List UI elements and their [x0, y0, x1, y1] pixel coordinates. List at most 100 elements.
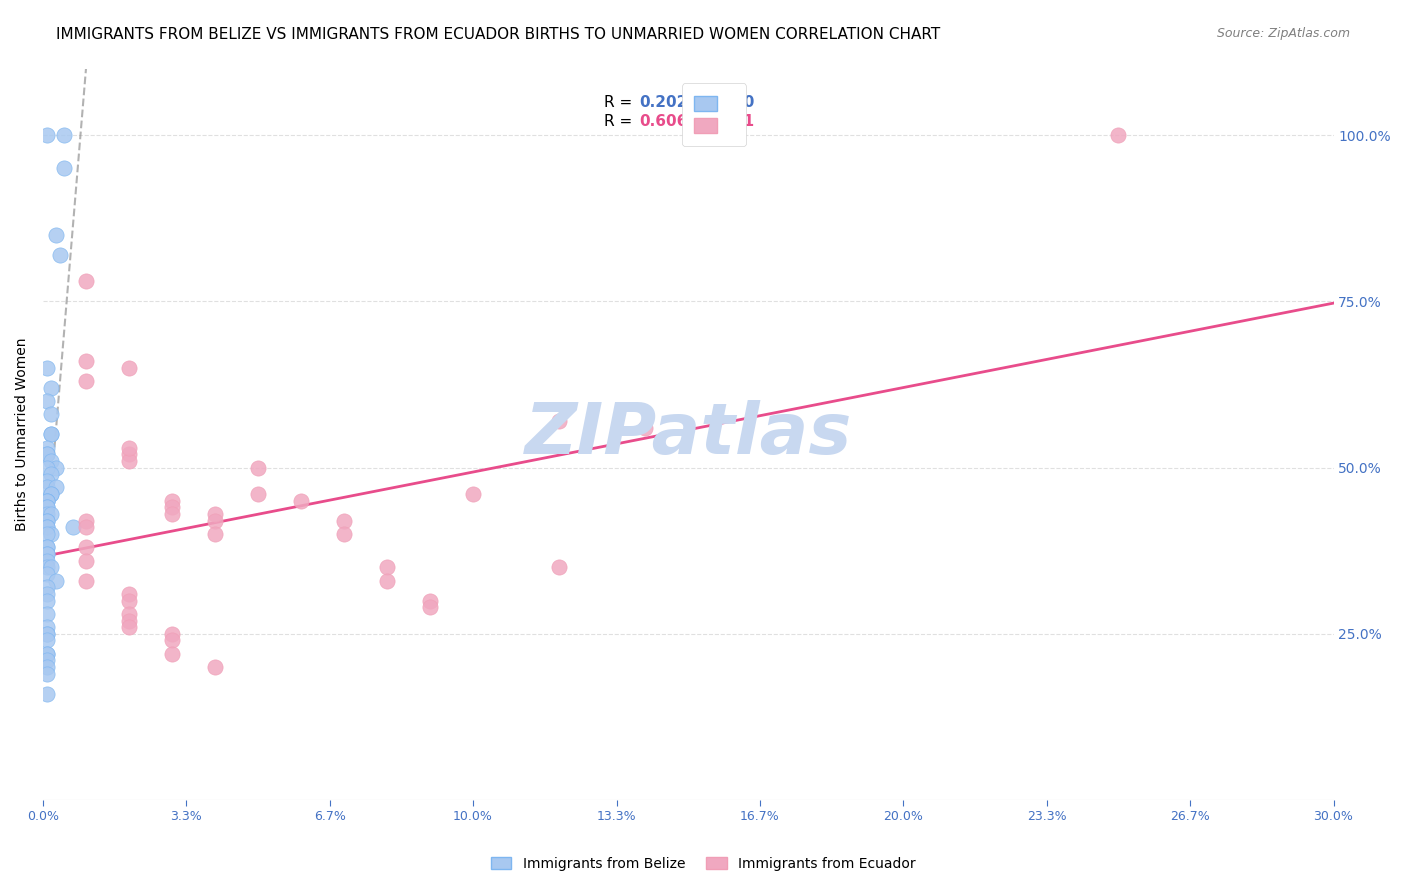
- Point: [375, 560, 398, 574]
- Point: [37, 500, 59, 515]
- Point: [41, 560, 63, 574]
- Point: [37, 514, 59, 528]
- Point: [290, 493, 312, 508]
- Point: [461, 487, 484, 501]
- Text: N =: N =: [692, 95, 735, 110]
- Point: [41, 527, 63, 541]
- Point: [41, 454, 63, 468]
- Point: [75, 520, 97, 534]
- Point: [41, 427, 63, 442]
- Point: [37, 447, 59, 461]
- Point: [37, 580, 59, 594]
- Point: [41, 427, 63, 442]
- Point: [548, 560, 571, 574]
- Text: 60: 60: [734, 95, 755, 110]
- Point: [204, 514, 226, 528]
- Text: 0.202: 0.202: [640, 95, 688, 110]
- Point: [118, 620, 141, 634]
- Point: [37, 566, 59, 581]
- Point: [118, 360, 141, 375]
- Point: [37, 647, 59, 661]
- Point: [37, 627, 59, 641]
- Point: [246, 460, 269, 475]
- Point: [333, 514, 356, 528]
- Point: [37, 660, 59, 674]
- Point: [37, 593, 59, 607]
- Point: [62, 520, 84, 534]
- Point: [37, 647, 59, 661]
- Point: [37, 653, 59, 667]
- Point: [37, 666, 59, 681]
- Point: [204, 660, 226, 674]
- Point: [37, 547, 59, 561]
- Text: 0.606: 0.606: [640, 114, 688, 128]
- Point: [37, 447, 59, 461]
- Point: [37, 554, 59, 568]
- Point: [204, 507, 226, 521]
- Point: [1107, 128, 1129, 142]
- Point: [37, 441, 59, 455]
- Point: [45, 481, 67, 495]
- Point: [118, 447, 141, 461]
- Point: [53, 128, 76, 142]
- Point: [41, 467, 63, 482]
- Point: [37, 493, 59, 508]
- Point: [45, 227, 67, 242]
- Point: [75, 374, 97, 388]
- Point: [41, 507, 63, 521]
- Point: [75, 274, 97, 288]
- Text: IMMIGRANTS FROM BELIZE VS IMMIGRANTS FROM ECUADOR BIRTHS TO UNMARRIED WOMEN CORR: IMMIGRANTS FROM BELIZE VS IMMIGRANTS FRO…: [56, 27, 941, 42]
- Point: [37, 474, 59, 488]
- Point: [37, 500, 59, 515]
- Point: [37, 687, 59, 701]
- Point: [160, 507, 183, 521]
- Point: [37, 514, 59, 528]
- Point: [37, 520, 59, 534]
- Point: [37, 493, 59, 508]
- Point: [37, 360, 59, 375]
- Point: [160, 493, 183, 508]
- Point: [246, 487, 269, 501]
- Point: [37, 627, 59, 641]
- Text: N =: N =: [692, 114, 735, 128]
- Text: ZIPatlas: ZIPatlas: [524, 400, 852, 469]
- Point: [37, 460, 59, 475]
- Point: [37, 507, 59, 521]
- Point: [160, 627, 183, 641]
- Point: [53, 161, 76, 176]
- Point: [41, 487, 63, 501]
- Point: [37, 520, 59, 534]
- Point: [45, 460, 67, 475]
- Point: [419, 600, 441, 615]
- Point: [41, 381, 63, 395]
- Point: [49, 248, 72, 262]
- Point: [75, 574, 97, 588]
- Point: [41, 487, 63, 501]
- Point: [41, 408, 63, 422]
- Point: [118, 454, 141, 468]
- Point: [160, 633, 183, 648]
- Text: 41: 41: [734, 114, 755, 128]
- Point: [118, 593, 141, 607]
- Point: [37, 560, 59, 574]
- Point: [118, 587, 141, 601]
- Point: [419, 593, 441, 607]
- Point: [37, 128, 59, 142]
- Point: [118, 441, 141, 455]
- Point: [37, 481, 59, 495]
- Point: [45, 574, 67, 588]
- Point: [75, 541, 97, 555]
- Point: [333, 527, 356, 541]
- Point: [37, 607, 59, 621]
- Point: [37, 541, 59, 555]
- Point: [160, 500, 183, 515]
- Text: Source: ZipAtlas.com: Source: ZipAtlas.com: [1216, 27, 1350, 40]
- Point: [75, 554, 97, 568]
- Legend: Immigrants from Belize, Immigrants from Ecuador: Immigrants from Belize, Immigrants from …: [485, 851, 921, 876]
- Point: [37, 547, 59, 561]
- Point: [37, 527, 59, 541]
- Point: [37, 493, 59, 508]
- Point: [548, 414, 571, 428]
- Point: [375, 574, 398, 588]
- Point: [75, 354, 97, 368]
